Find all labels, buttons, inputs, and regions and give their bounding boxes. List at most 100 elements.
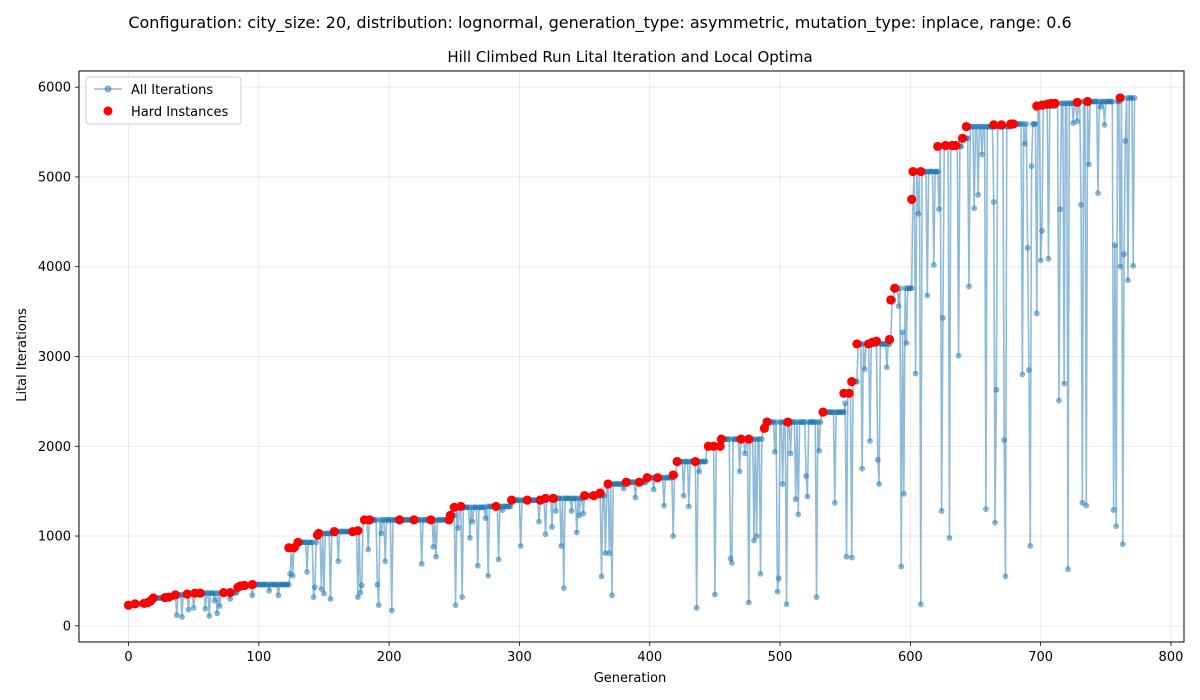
y-axis-ticks: 0 1000 2000 3000 4000 5000 6000 (38, 81, 79, 634)
hard-instance-point (708, 441, 719, 451)
all-iterations-point (1079, 499, 1086, 506)
all-iterations-point (842, 400, 849, 407)
all-iterations-point (382, 558, 389, 565)
all-iterations-point (1131, 95, 1138, 101)
all-iterations-point (185, 606, 192, 613)
all-iterations-point (1122, 138, 1129, 144)
all-iterations-point (1121, 251, 1127, 258)
all-iterations-point (378, 530, 385, 537)
all-iterations-point (1024, 244, 1031, 251)
all-iterations-point (311, 584, 318, 591)
hard-instance-point (130, 599, 140, 609)
hard-instance-point (456, 501, 466, 512)
all-iterations-point (804, 493, 811, 500)
all-iterations-point (285, 581, 292, 588)
all-iterations-point (1110, 507, 1117, 513)
hard-instance-point (182, 589, 192, 599)
all-iterations-point (816, 447, 823, 454)
all-iterations-point (843, 553, 850, 560)
all-iterations-point (848, 554, 855, 561)
all-iterations-point (1001, 437, 1008, 443)
hard-instance-point (540, 493, 551, 503)
all-iterations-point (771, 448, 778, 455)
hard-instance-point (1050, 98, 1060, 108)
x-axis-ticks: 0 100 200 300 400 500 600 700 800 (124, 642, 1183, 665)
all-iterations-point (1130, 262, 1137, 269)
all-iterations-point (831, 499, 838, 506)
all-iterations-point (774, 588, 781, 595)
all-iterations-point (841, 409, 847, 416)
hard-instance-point (951, 140, 961, 151)
hard-instance-point (409, 515, 419, 525)
all-iterations-point (912, 370, 919, 377)
all-iterations-point (553, 508, 559, 514)
all-iterations-point (179, 613, 185, 620)
all-iterations-point (792, 496, 799, 503)
y-tick-label: 2000 (38, 440, 71, 455)
all-iterations-point (1125, 277, 1131, 284)
hard-instance-point (1008, 119, 1018, 129)
hard-instance-point (736, 434, 746, 444)
hard-instance-point (219, 588, 229, 598)
all-iterations-point (580, 510, 587, 517)
all-iterations-point (1056, 397, 1062, 404)
all-iterations-point (1065, 566, 1071, 573)
all-iterations-point (482, 515, 489, 521)
legend: All Iterations Hard Instances (85, 76, 242, 125)
all-iterations-point (190, 604, 197, 611)
all-iterations-point (1027, 543, 1034, 549)
all-iterations-point (751, 537, 757, 544)
all-iterations-point (758, 436, 765, 442)
all-iterations-point (304, 569, 310, 575)
all-iterations-point (1074, 118, 1081, 125)
all-iterations-point (1019, 371, 1026, 378)
all-iterations-point (459, 594, 465, 601)
all-iterations-point (680, 492, 687, 499)
all-iterations-point (795, 511, 802, 518)
all-iterations-point (374, 581, 381, 588)
hard-instance-point (353, 526, 363, 536)
all-iterations-point (876, 481, 882, 487)
all-iterations-point (903, 340, 910, 346)
all-iterations-point (455, 525, 462, 531)
all-iterations-point (452, 602, 459, 609)
all-iterations-point (779, 481, 786, 487)
all-iterations-point (542, 531, 549, 538)
hard-instance-point (852, 339, 862, 349)
all-iterations-point (354, 594, 361, 601)
hard-instance-point (690, 456, 700, 467)
hard-instance-point (195, 588, 205, 598)
hard-instance-point (491, 501, 501, 512)
all-iterations-point (467, 534, 473, 541)
all-iterations-point (955, 352, 962, 359)
all-iterations-point (321, 590, 327, 597)
y-tick-label: 5000 (38, 170, 71, 185)
all-iterations-point (712, 591, 718, 598)
all-iterations-point (946, 534, 953, 541)
all-iterations-point (1095, 190, 1101, 196)
all-iterations-point (696, 468, 703, 475)
all-iterations-point (536, 518, 542, 525)
all-iterations-point (670, 533, 677, 539)
all-iterations-point (1045, 255, 1052, 262)
all-iterations-point (549, 524, 555, 530)
all-iterations-point (474, 562, 481, 569)
all-iterations-point (728, 560, 735, 566)
figure-suptitle: Configuration: city_size: 20, distributi… (128, 13, 1071, 33)
hard-instance-point (239, 580, 250, 591)
all-iterations-point (206, 613, 213, 619)
all-iterations-point (327, 596, 334, 602)
all-iterations-point (975, 191, 982, 198)
all-iterations-point (358, 582, 365, 589)
hard-instance-point (886, 295, 896, 305)
hard-instance-point (884, 334, 895, 345)
all-iterations-point (1028, 163, 1035, 170)
all-iterations-point (1002, 573, 1009, 580)
all-iterations-point (990, 199, 997, 205)
all-iterations-point (992, 519, 998, 526)
all-iterations-point (1057, 206, 1064, 213)
all-iterations-point (1039, 227, 1045, 234)
hard-instance-point (847, 377, 857, 387)
all-iterations-point (775, 575, 782, 582)
all-iterations-point (1101, 121, 1108, 128)
